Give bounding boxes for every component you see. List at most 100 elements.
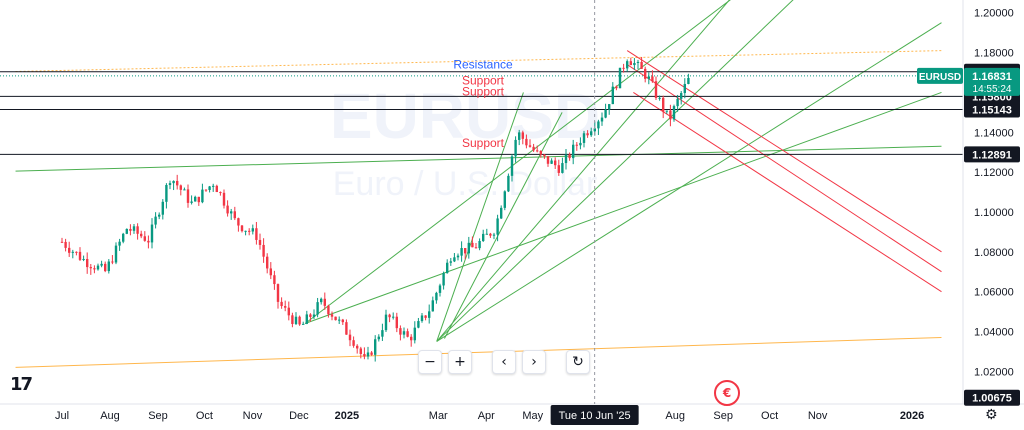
- price-labels: 1.170411.158001.151431.128911.00675EURUS…: [917, 63, 1020, 406]
- y-tick-label: 1.20000: [974, 8, 1014, 20]
- candle-body: [212, 185, 215, 187]
- candle-body: [672, 106, 676, 120]
- candle-body: [456, 255, 460, 258]
- candle-body: [471, 242, 474, 248]
- candle-body: [60, 241, 64, 243]
- candle-body: [622, 67, 625, 69]
- zoom-out-button[interactable]: −: [418, 350, 442, 374]
- candle-body: [68, 247, 71, 253]
- candle-body: [89, 267, 92, 269]
- candle-body: [500, 207, 503, 219]
- watermark-description: Euro / U.S. Dollar: [333, 165, 598, 203]
- candle-body: [532, 146, 535, 151]
- candle-body: [334, 316, 337, 321]
- candle-body: [611, 86, 614, 105]
- candle-body: [237, 218, 240, 226]
- candle-body: [485, 233, 488, 235]
- candle-body: [536, 150, 539, 152]
- candle-body: [114, 245, 118, 263]
- candle-body: [143, 236, 146, 241]
- candle-body: [359, 348, 362, 354]
- gear-icon[interactable]: ⚙: [985, 407, 998, 423]
- y-tick-label: 1.10000: [974, 207, 1014, 219]
- candle-body: [338, 319, 341, 321]
- watermark: EURUSD Euro / U.S. Dollar: [330, 80, 600, 203]
- candle-body: [582, 133, 586, 143]
- zoom-in-button[interactable]: +: [448, 350, 472, 374]
- candle-body: [464, 248, 467, 254]
- candle-body: [528, 145, 532, 147]
- candle-body: [197, 196, 200, 203]
- candle-body: [132, 226, 136, 231]
- candle-body: [683, 83, 686, 94]
- candle-body: [168, 183, 172, 185]
- y-tick-label: 1.06000: [974, 287, 1014, 299]
- candle-body: [302, 323, 305, 325]
- candle-body: [680, 93, 683, 99]
- crosshair-date-box: [550, 405, 639, 425]
- price-label-text: 1.15143: [972, 105, 1012, 117]
- candle-body: [424, 315, 427, 318]
- candle-body: [507, 175, 510, 192]
- candle-body: [219, 192, 222, 194]
- candle-body: [82, 258, 85, 260]
- x-tick-label: Dec: [289, 410, 309, 422]
- price-axis[interactable]: 1.200001.180001.160001.140001.120001.100…: [974, 8, 1014, 379]
- candle-body: [273, 275, 276, 285]
- candle-body: [618, 67, 622, 89]
- candle-body: [320, 298, 323, 303]
- candle-body: [136, 226, 139, 234]
- candle-body: [449, 261, 452, 263]
- scroll-right-button[interactable]: ›: [522, 350, 546, 374]
- candle-body: [550, 160, 553, 164]
- time-axis[interactable]: Jul Aug Sep Oct Nov Dec 2025 Mar Apr May Aug Sep Oct…: [55, 410, 924, 422]
- candle-body: [172, 180, 175, 184]
- y-tick-label: 1.18000: [974, 48, 1014, 60]
- candle-body: [64, 241, 67, 248]
- candle-body: [176, 180, 179, 186]
- x-tick-label: Nov: [243, 410, 263, 422]
- candle-body: [348, 334, 352, 341]
- candle-body: [384, 314, 388, 331]
- green-channel-lower: [304, 91, 942, 324]
- candle-body: [586, 133, 589, 136]
- candle-body: [428, 311, 431, 318]
- x-tick-label: Mar: [429, 410, 448, 422]
- last-price-box: [964, 67, 1020, 96]
- reset-chart-button[interactable]: ↻: [566, 350, 590, 374]
- candle-body: [71, 251, 74, 253]
- candle-body: [539, 150, 542, 155]
- candle-body: [118, 241, 121, 246]
- countdown-text: 14:55:24: [973, 84, 1012, 95]
- y-tick-label: 1.08000: [974, 247, 1014, 259]
- candle-body: [629, 61, 632, 66]
- candle-body: [665, 110, 668, 112]
- candle-body: [298, 316, 301, 325]
- candle-body: [107, 261, 110, 272]
- annotation-label: Support: [462, 84, 505, 98]
- economic-event-icon[interactable]: €: [714, 380, 740, 406]
- candle-body: [593, 128, 596, 132]
- candle-body: [413, 327, 416, 341]
- candle-body: [417, 321, 420, 328]
- candle-body: [662, 97, 665, 112]
- candle-body: [165, 184, 168, 202]
- candle-body: [154, 216, 157, 225]
- candle-body: [258, 239, 262, 245]
- candle-body: [438, 285, 442, 293]
- tradingview-logo[interactable]: 17: [10, 374, 33, 395]
- candle-body: [226, 205, 229, 214]
- candle-body: [158, 214, 161, 217]
- candle-body: [363, 353, 366, 357]
- candle-body: [129, 228, 132, 231]
- candle-body: [356, 345, 359, 349]
- green-fan-3: [436, 92, 524, 342]
- scroll-left-button[interactable]: ‹: [492, 350, 516, 374]
- candle-body: [568, 154, 571, 159]
- candle-body: [240, 225, 244, 232]
- candle-body: [75, 251, 78, 253]
- candle-body: [406, 331, 409, 337]
- candle-body: [395, 316, 398, 329]
- candle-body: [294, 316, 298, 324]
